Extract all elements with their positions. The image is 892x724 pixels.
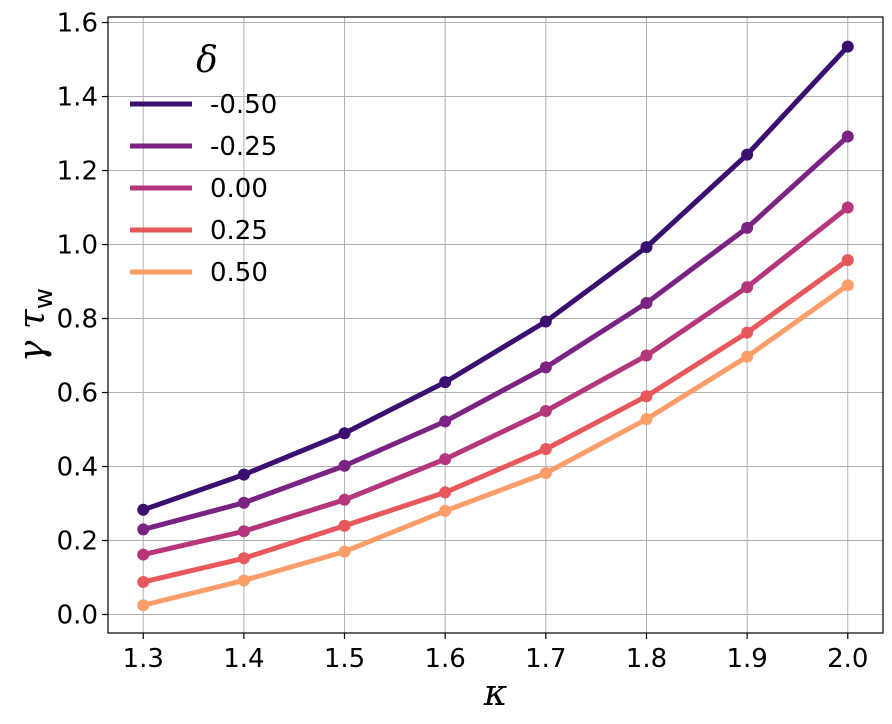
x-tick-label: 1.4 (223, 644, 264, 674)
x-tick-label: 1.5 (324, 644, 365, 674)
y-tick-label: 1.4 (57, 83, 98, 113)
y-axis: 0.0 0.2 0.4 0.6 0.8 1.0 1.2 1.4 1.6 (57, 9, 108, 631)
data-point (338, 427, 351, 440)
x-tick-label: 1.7 (525, 644, 566, 674)
data-point (237, 525, 250, 538)
data-point (237, 574, 250, 587)
y-axis-label: γ τw (12, 288, 59, 362)
legend-label: -0.50 (210, 90, 277, 120)
data-point (539, 361, 552, 374)
y-axis-label-main: γ τ (12, 308, 53, 362)
y-tick-label: 1.2 (57, 157, 98, 187)
series-0.50 (137, 279, 854, 612)
data-point (640, 241, 653, 254)
data-point (338, 493, 351, 506)
data-point (137, 503, 150, 516)
data-point (338, 519, 351, 532)
x-axis-label: κ (483, 673, 508, 714)
data-point (741, 148, 754, 161)
y-tick-label: 1.0 (57, 231, 98, 261)
plot-frame (107, 16, 884, 634)
data-point (137, 548, 150, 561)
data-point (439, 453, 452, 466)
y-tick-label: 0.2 (57, 527, 98, 557)
data-point (741, 221, 754, 234)
legend-label: 0.50 (210, 258, 268, 288)
x-tick-label: 1.3 (123, 644, 164, 674)
data-point (841, 130, 854, 143)
x-tick-label: 1.8 (626, 644, 667, 674)
data-point (137, 523, 150, 536)
data-point (841, 40, 854, 53)
data-point (741, 281, 754, 294)
data-point (439, 486, 452, 499)
series-0.00 (137, 201, 854, 561)
y-tick-label: 0.4 (57, 453, 98, 483)
data-point (640, 349, 653, 362)
legend: δ -0.50 -0.25 0.00 0.25 0.50 (130, 40, 277, 288)
legend-label: 0.00 (210, 174, 268, 204)
series-line (140, 205, 851, 558)
series-line (140, 282, 851, 608)
x-tick-label: 1.6 (424, 644, 465, 674)
data-point (539, 443, 552, 456)
data-point (640, 390, 653, 403)
data-point (237, 552, 250, 565)
data-point (640, 296, 653, 309)
x-tick-label: 2.0 (827, 644, 868, 674)
legend-label: -0.25 (210, 132, 277, 162)
data-point (137, 575, 150, 588)
series--0.25 (137, 130, 854, 536)
y-axis-label-subscript: w (29, 288, 59, 309)
data-point (841, 201, 854, 214)
y-tick-label: 0.0 (57, 601, 98, 631)
x-axis: 1.3 1.4 1.5 1.6 1.7 1.8 1.9 2.0 (123, 633, 868, 674)
data-point (539, 315, 552, 328)
series-line (140, 44, 851, 513)
data-point (439, 504, 452, 517)
data-point (841, 279, 854, 292)
y-tick-label: 0.6 (57, 379, 98, 409)
data-point (539, 405, 552, 418)
series-layer (137, 40, 854, 612)
data-point (741, 350, 754, 363)
data-point (137, 599, 150, 612)
series-0.25 (137, 254, 854, 588)
y-tick-label: 1.6 (57, 9, 98, 39)
data-point (841, 254, 854, 267)
data-point (338, 545, 351, 558)
series-line (140, 134, 851, 532)
legend-title: δ (196, 40, 218, 81)
grid (108, 17, 883, 633)
series-line (140, 257, 851, 585)
data-point (237, 468, 250, 481)
data-point (237, 496, 250, 509)
data-point (439, 376, 452, 389)
data-point (439, 415, 452, 428)
x-tick-label: 1.9 (726, 644, 767, 674)
series--0.50 (137, 40, 854, 516)
data-point (741, 326, 754, 339)
y-tick-label: 0.8 (57, 305, 98, 335)
data-point (640, 413, 653, 426)
data-point (338, 459, 351, 472)
legend-label: 0.25 (210, 216, 268, 246)
data-point (539, 467, 552, 480)
